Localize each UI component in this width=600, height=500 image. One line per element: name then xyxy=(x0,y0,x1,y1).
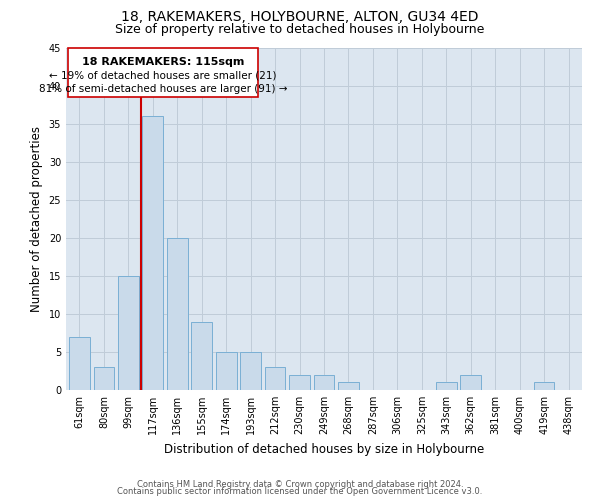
Y-axis label: Number of detached properties: Number of detached properties xyxy=(30,126,43,312)
Bar xyxy=(216,352,236,390)
Bar xyxy=(94,367,114,390)
Bar xyxy=(265,367,286,390)
Text: 18 RAKEMAKERS: 115sqm: 18 RAKEMAKERS: 115sqm xyxy=(82,56,244,66)
Bar xyxy=(314,375,334,390)
Bar xyxy=(289,375,310,390)
Bar xyxy=(118,276,139,390)
Text: 81% of semi-detached houses are larger (91) →: 81% of semi-detached houses are larger (… xyxy=(39,84,287,94)
Bar xyxy=(436,382,457,390)
FancyBboxPatch shape xyxy=(68,48,258,97)
Bar xyxy=(338,382,359,390)
Bar xyxy=(460,375,481,390)
Bar xyxy=(167,238,188,390)
Bar xyxy=(191,322,212,390)
Text: Contains public sector information licensed under the Open Government Licence v3: Contains public sector information licen… xyxy=(118,488,482,496)
Text: ← 19% of detached houses are smaller (21): ← 19% of detached houses are smaller (21… xyxy=(49,70,277,81)
Bar xyxy=(69,336,90,390)
Bar xyxy=(142,116,163,390)
Bar xyxy=(534,382,554,390)
Text: Contains HM Land Registry data © Crown copyright and database right 2024.: Contains HM Land Registry data © Crown c… xyxy=(137,480,463,489)
Bar xyxy=(240,352,261,390)
Text: Size of property relative to detached houses in Holybourne: Size of property relative to detached ho… xyxy=(115,22,485,36)
Text: 18, RAKEMAKERS, HOLYBOURNE, ALTON, GU34 4ED: 18, RAKEMAKERS, HOLYBOURNE, ALTON, GU34 … xyxy=(121,10,479,24)
X-axis label: Distribution of detached houses by size in Holybourne: Distribution of detached houses by size … xyxy=(164,442,484,456)
